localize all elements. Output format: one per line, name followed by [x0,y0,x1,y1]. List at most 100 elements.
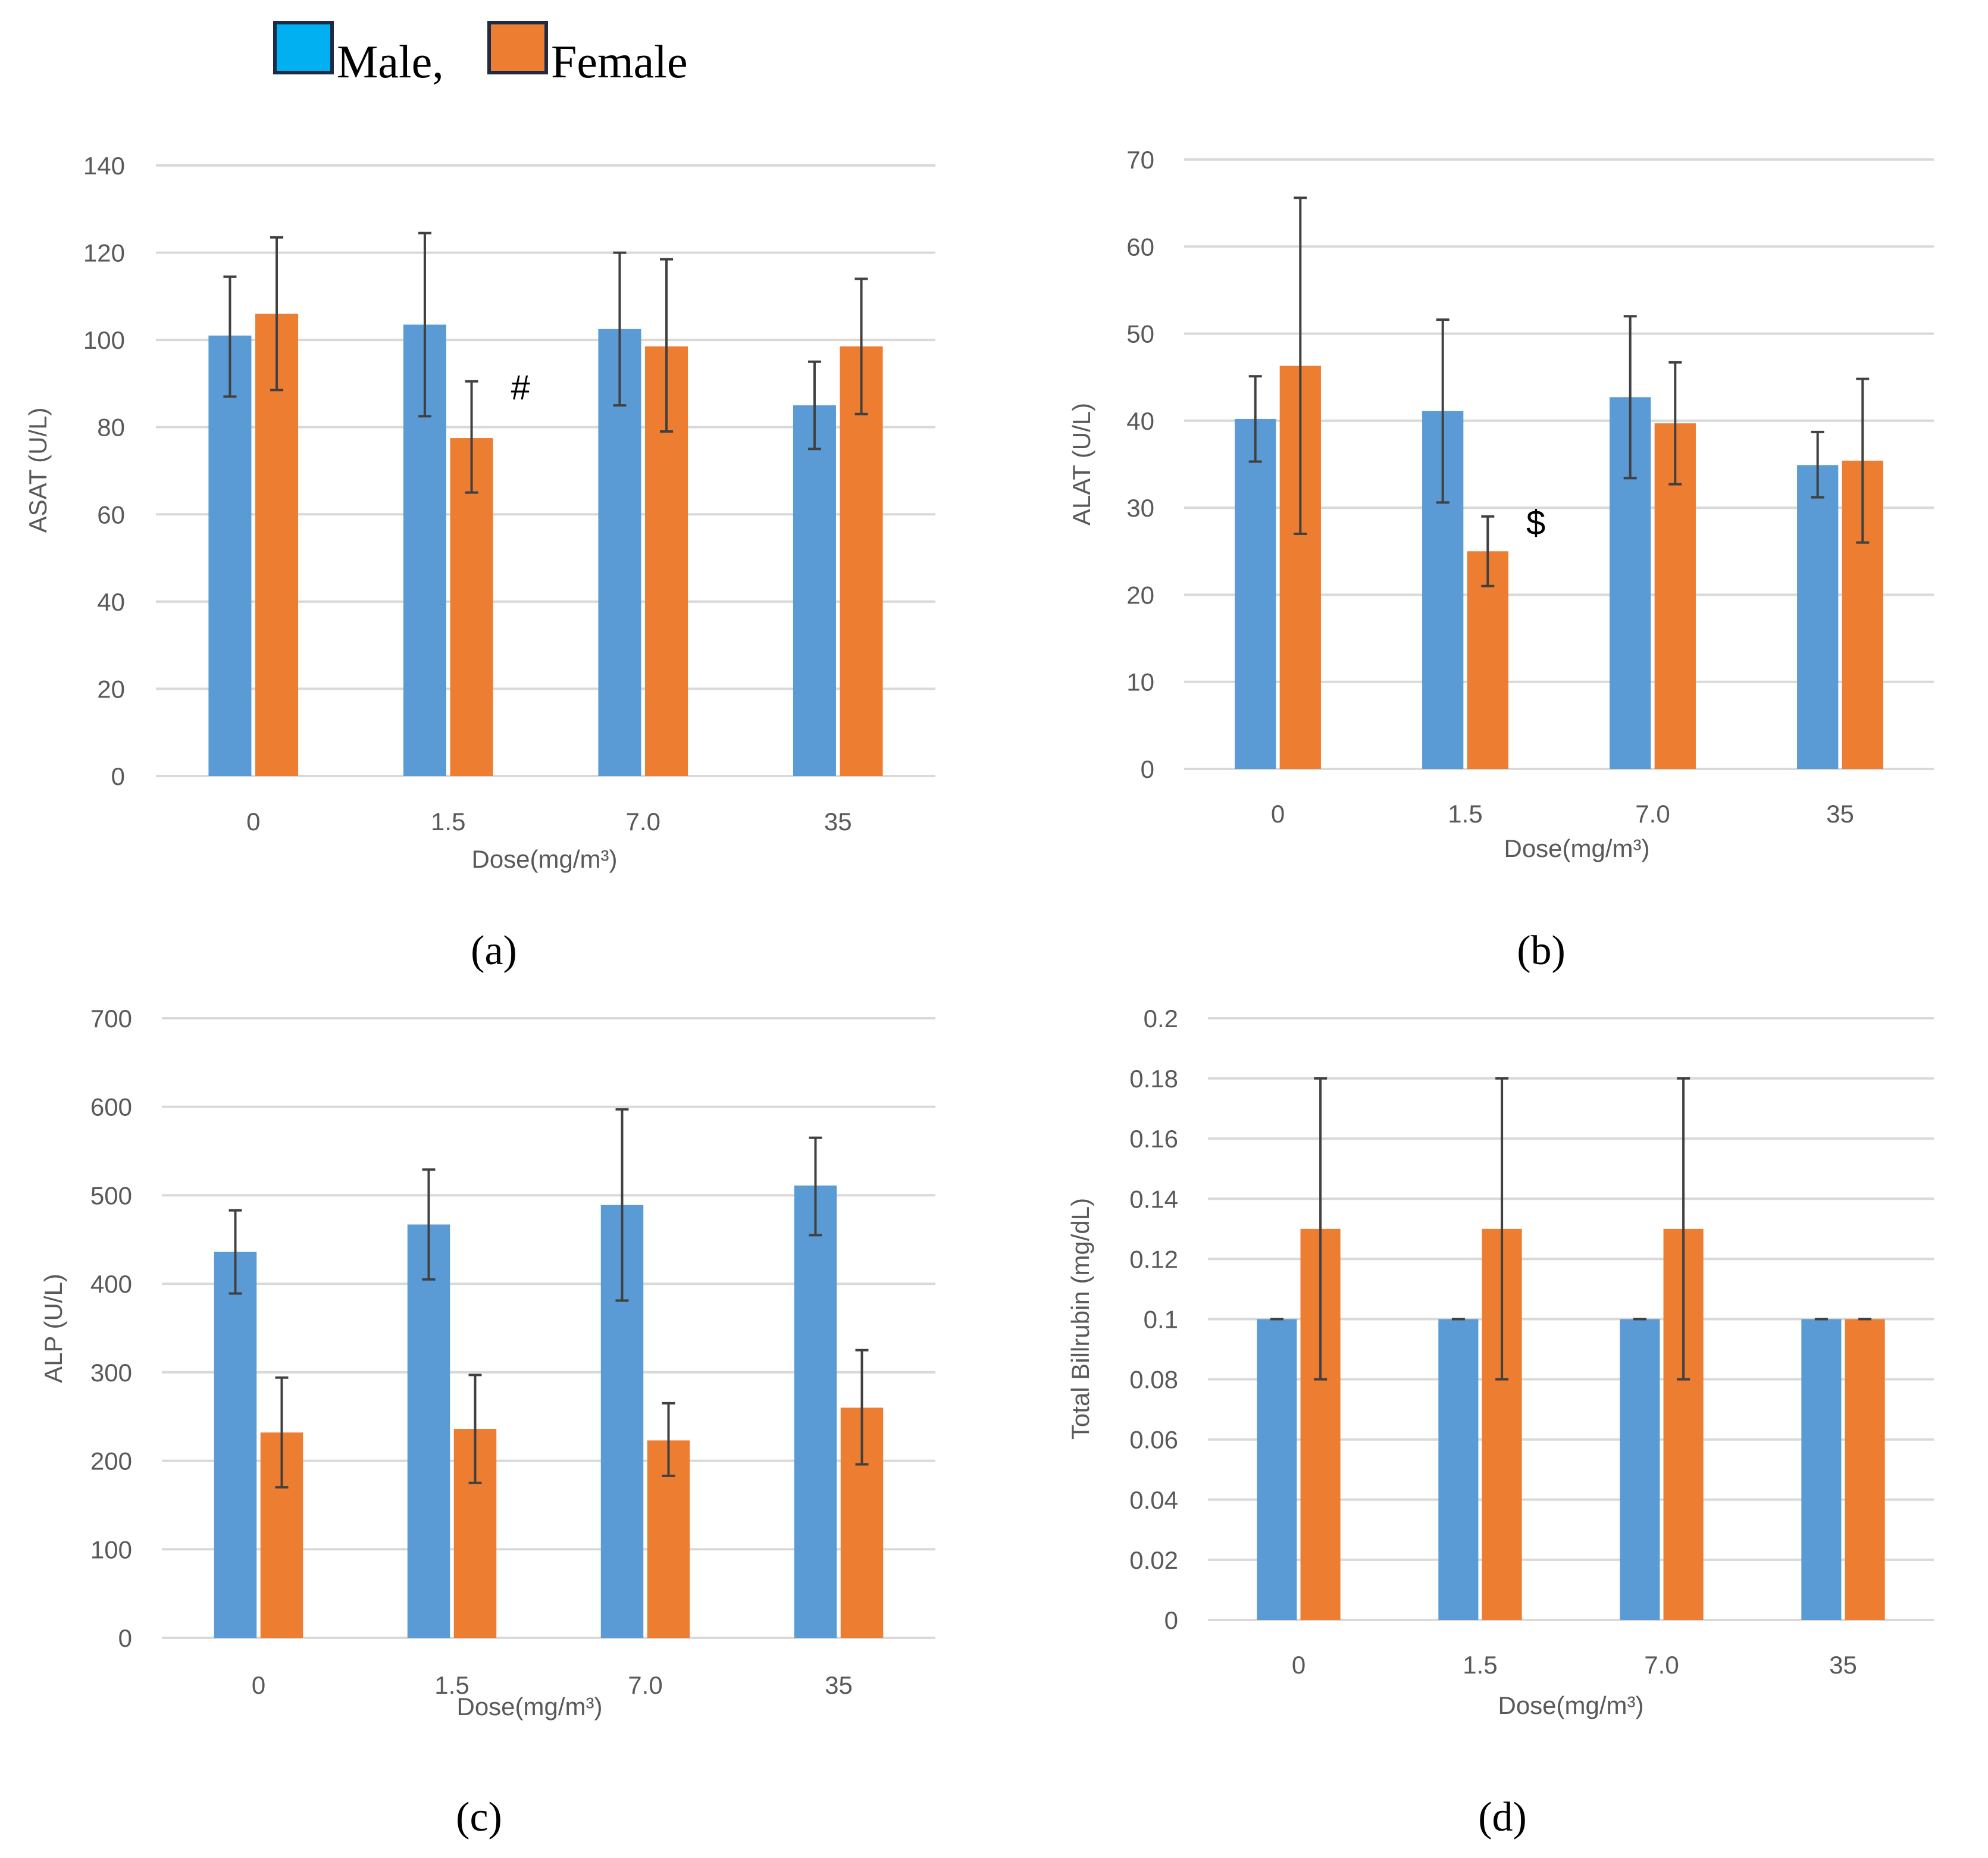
y-tick-label: 30 [1126,494,1154,522]
y-tick-label: 100 [83,326,125,354]
error-bar-male-2 [615,1108,629,1302]
error-bar-male-1 [1436,318,1449,504]
chart-panel-c: 0 100 200 300 400 500 600 700 0 1.5 7.0 35 ALP (U/L)… [39,1005,935,1840]
legend: Male, Female [273,21,688,87]
y-tick-label: 50 [1126,320,1154,348]
error-bar-female-3 [855,1349,869,1466]
error-bar-female-2 [662,1402,675,1477]
error-bar-male-2 [613,251,627,407]
y-tick-label: 0.02 [1129,1546,1178,1574]
y-tick-label: 0.2 [1144,1005,1178,1033]
bar-male-2 [1620,1319,1660,1620]
y-tick-label: 0 [111,762,125,790]
y-tick-label: 0.12 [1129,1245,1178,1273]
y-tick-label: 0 [1164,1606,1178,1634]
error-bar-female-0 [1314,1077,1328,1381]
error-bar-female-0 [275,1376,289,1489]
y-tick-label: 0 [1141,755,1154,783]
error-bar-male-3 [1811,430,1824,499]
x-axis-label: Dose(mg/m³) [456,1693,602,1721]
x-tick-label: 0 [1271,800,1285,828]
error-bar-female-2 [1668,361,1682,486]
x-tick-label: 7.0 [628,1671,662,1699]
panel-label: (b) [1517,928,1566,974]
chart-panel-d: 0 0.02 0.04 0.06 0.08 0.1 0.12 0.14 0.16 0.18 0.2 0… [1066,1005,1934,1840]
y-tick-label: 300 [90,1359,132,1387]
y-axis-label: ASAT (U/L) [24,408,52,533]
error-bar-male-2 [1623,315,1637,480]
y-tick-label: 0.14 [1129,1185,1178,1213]
bar-male-0 [1257,1319,1297,1620]
y-tick-label: 600 [90,1093,132,1121]
chart-panel-a: 0 20 40 60 80 100 120 140 0 1.5 7.0 35 # ASAT (U/L) Do… [24,152,935,974]
y-axis-label: Total Billrubin (mg/dL) [1066,1198,1094,1440]
error-bar-male-0 [1248,375,1262,463]
y-tick-label: 140 [83,152,125,180]
error-bar-female-0 [270,236,284,392]
chart-panel-b: 0 10 20 30 40 50 60 70 0 1.5 7.0 35 $ ALAT (U/L) Dose(… [1067,146,1934,974]
x-axis-label: Dose(mg/m³) [1498,1691,1643,1719]
x-tick-label: 1.5 [1448,800,1482,828]
x-tick-label: 7.0 [1644,1651,1679,1679]
bar-female-3 [840,346,883,776]
y-tick-label: 20 [97,675,125,703]
error-bar-male-0 [223,275,237,398]
x-tick-label: 1.5 [434,1671,469,1699]
x-tick-label: 35 [1829,1651,1857,1679]
bar-male-3 [793,405,836,776]
y-tick-label: 0.06 [1129,1426,1178,1454]
bar-female-1 [1467,551,1508,769]
y-tick-label: 20 [1126,581,1154,609]
error-bar-female-1 [1481,515,1495,587]
panel-label: (a) [471,928,517,974]
y-tick-label: 10 [1126,668,1154,696]
x-tick-label: 1.5 [1463,1651,1497,1679]
bar-male-1 [407,1224,450,1638]
error-bar-female-1 [465,380,478,494]
y-tick-label: 0 [118,1624,132,1652]
y-tick-label: 0.18 [1129,1065,1178,1093]
y-tick-label: 700 [90,1005,132,1033]
y-tick-label: 400 [90,1270,132,1298]
bar-male-0 [214,1252,257,1638]
error-bar-male-1 [422,1168,436,1281]
error-bar-female-2 [1677,1077,1690,1381]
error-bar-female-3 [1856,377,1870,544]
y-tick-label: 40 [1126,407,1154,435]
bar-male-3 [794,1186,837,1638]
y-axis-label: ALAT (U/L) [1067,403,1095,526]
x-tick-label: 35 [824,808,852,836]
y-tick-label: 200 [90,1447,132,1475]
error-bar-female-2 [660,258,674,433]
significance-marker: $ [1526,503,1545,542]
y-tick-label: 70 [1126,146,1154,174]
y-tick-label: 0.1 [1144,1306,1178,1334]
x-tick-label: 7.0 [626,808,660,836]
y-tick-label: 0.16 [1129,1125,1178,1153]
bar-male-0 [1235,418,1276,769]
error-bar-female-1 [468,1374,482,1484]
legend-female-label: Female [551,36,688,87]
x-axis-label: Dose(mg/m³) [1504,834,1649,862]
error-bar-male-3 [809,1136,822,1237]
x-tick-label: 35 [1826,800,1854,828]
y-tick-label: 0.08 [1129,1366,1178,1394]
y-tick-label: 100 [90,1535,132,1563]
x-tick-label: 0 [1292,1651,1305,1679]
bar-male-3 [1801,1319,1842,1620]
y-tick-label: 80 [97,414,125,442]
y-axis-label: ALP (U/L) [39,1274,67,1383]
legend-male-label: Male, [337,36,444,87]
x-axis-label: Dose(mg/m³) [471,845,617,873]
x-tick-label: 1.5 [431,808,465,836]
error-bar-male-3 [807,360,821,451]
error-bar-male-0 [228,1209,242,1295]
legend-female-swatch [487,21,548,74]
y-tick-label: 60 [1126,233,1154,261]
x-tick-label: 0 [252,1671,265,1699]
legend-male-swatch [273,21,334,74]
y-tick-label: 60 [97,501,125,528]
panel-label: (d) [1478,1794,1527,1840]
